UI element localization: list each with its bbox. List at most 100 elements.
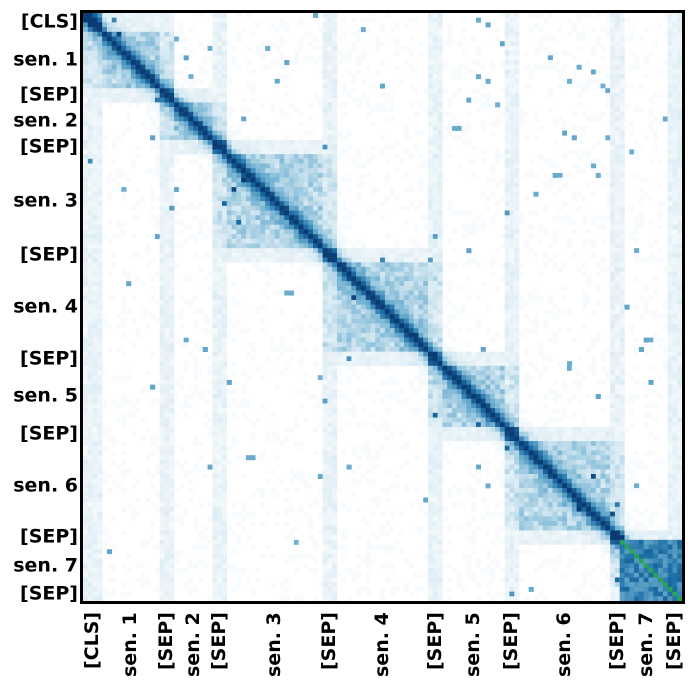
heatmap-cell [193, 295, 199, 301]
heatmap-cell [514, 107, 520, 113]
heatmap-cell [298, 252, 304, 258]
heatmap-cell [269, 41, 275, 47]
heatmap-cell [466, 375, 472, 381]
heatmap-cell [346, 267, 352, 273]
heatmap-cell [672, 267, 678, 273]
heatmap-cell [432, 41, 438, 47]
heatmap-cell [384, 92, 390, 98]
heatmap-cell [466, 248, 472, 254]
heatmap-cell [418, 163, 424, 169]
heatmap-cell [394, 140, 400, 146]
heatmap-cell [83, 299, 89, 305]
heatmap-cell [447, 102, 453, 108]
heatmap-cell [442, 384, 448, 390]
heatmap-cell [538, 41, 544, 47]
heatmap-cell [164, 121, 170, 127]
heatmap-cell [447, 238, 453, 244]
heatmap-cell [576, 205, 582, 211]
attention-heatmap [80, 10, 685, 604]
heatmap-cell [509, 196, 515, 202]
heatmap-cell [83, 309, 89, 315]
heatmap-cell [538, 125, 544, 131]
heatmap-cell [490, 384, 496, 390]
heatmap-cell [231, 257, 237, 263]
heatmap-cell [279, 262, 285, 268]
heatmap-cell [322, 346, 328, 352]
heatmap-cell [629, 121, 635, 127]
heatmap-cell [154, 158, 160, 164]
heatmap-cell [384, 328, 390, 334]
heatmap-cell [87, 55, 93, 61]
heatmap-cell [106, 13, 113, 18]
heatmap-cell [619, 234, 625, 240]
heatmap-cell [432, 337, 438, 343]
heatmap-cell [332, 276, 338, 282]
heatmap-cell [504, 140, 510, 146]
heatmap-cell [159, 243, 165, 249]
heatmap-cell [178, 116, 184, 122]
heatmap-cell [394, 285, 400, 291]
heatmap-cell [389, 394, 395, 400]
heatmap-cell [394, 304, 400, 310]
heatmap-cell [279, 36, 285, 42]
heatmap-cell [495, 201, 501, 207]
heatmap-cell [212, 140, 218, 146]
heatmap-cell [265, 281, 271, 287]
heatmap-cell [509, 140, 515, 146]
heatmap-cell [461, 224, 467, 230]
heatmap-cell [471, 69, 477, 75]
heatmap-cell [121, 191, 127, 197]
heatmap-cell [346, 332, 352, 338]
heatmap-cell [514, 210, 520, 216]
heatmap-cell [212, 361, 218, 367]
heatmap-cell [289, 144, 295, 150]
heatmap-cell [356, 55, 362, 61]
heatmap-cell [432, 31, 438, 37]
heatmap-cell [634, 149, 640, 155]
heatmap-cell [322, 78, 328, 84]
heatmap-cell [279, 234, 285, 240]
heatmap-cell [667, 229, 673, 235]
heatmap-cell [638, 144, 644, 150]
heatmap-cell [126, 45, 132, 51]
heatmap-cell [322, 121, 328, 127]
heatmap-cell [538, 13, 544, 18]
heatmap-cell [250, 154, 256, 160]
heatmap-cell [370, 267, 376, 273]
heatmap-cell [236, 210, 242, 216]
heatmap-cell [169, 323, 175, 329]
heatmap-cell [432, 318, 438, 324]
heatmap-cell [619, 177, 625, 183]
heatmap-cell [279, 41, 285, 47]
heatmap-cell [504, 210, 510, 216]
heatmap-cell [83, 271, 89, 277]
heatmap-cell [198, 370, 204, 376]
heatmap-cell [269, 252, 275, 258]
heatmap-cell [624, 304, 630, 310]
heatmap-cell [154, 92, 160, 98]
heatmap-cell [289, 140, 295, 146]
heatmap-cell [159, 384, 165, 390]
heatmap-cell [221, 27, 228, 33]
heatmap-cell [586, 394, 592, 400]
heatmap-cell [552, 140, 558, 146]
heatmap-cell [279, 201, 285, 207]
heatmap-cell [212, 83, 218, 89]
heatmap-cell [92, 140, 98, 146]
heatmap-cell [428, 342, 434, 348]
heatmap-cell [437, 238, 443, 244]
heatmap-cell [432, 13, 438, 18]
heatmap-cell [198, 201, 204, 207]
heatmap-cell [303, 346, 309, 352]
heatmap-cell [428, 262, 434, 268]
heatmap-cell [643, 135, 649, 141]
heatmap-cell [356, 196, 362, 202]
heatmap-cell [384, 13, 390, 18]
heatmap-cell [140, 304, 146, 310]
heatmap-cell [126, 116, 132, 122]
heatmap-cell [543, 262, 549, 268]
heatmap-cell [346, 224, 352, 230]
heatmap-cell [423, 107, 429, 113]
heatmap-cell [217, 337, 223, 343]
heatmap-cell [231, 154, 237, 160]
